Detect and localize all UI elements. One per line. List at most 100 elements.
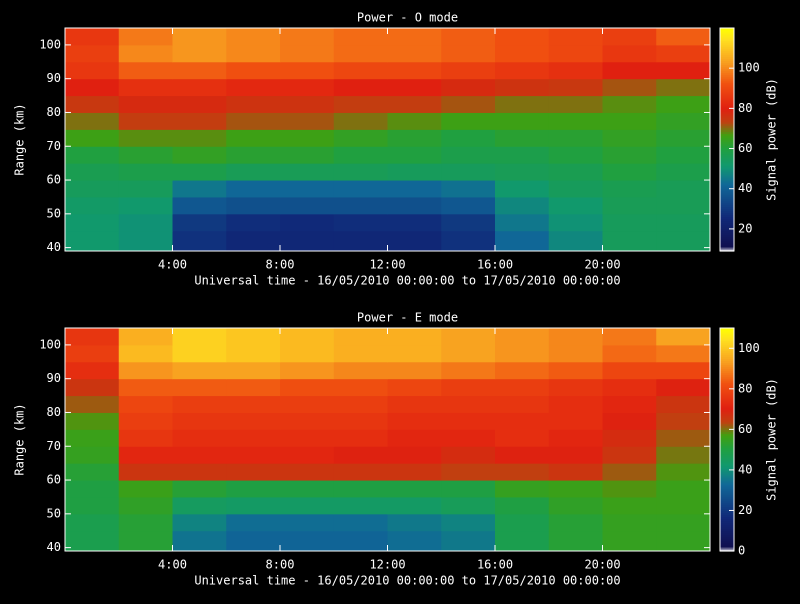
heatmap-cell bbox=[280, 44, 335, 63]
heatmap-cell bbox=[172, 95, 227, 113]
heatmap-cell bbox=[441, 412, 496, 430]
heatmap-cell bbox=[226, 28, 281, 46]
heatmap-cell bbox=[495, 213, 550, 232]
y-tick-label: 60 bbox=[47, 173, 61, 187]
colorbar-swatch bbox=[720, 473, 734, 477]
colorbar-tick-label: 100 bbox=[738, 61, 760, 75]
heatmap-cell bbox=[333, 213, 388, 232]
colorbar-swatch bbox=[720, 366, 734, 370]
heatmap-cell bbox=[441, 480, 496, 498]
colorbar-swatch bbox=[720, 372, 734, 376]
heatmap-cell bbox=[65, 412, 120, 430]
colorbar-swatch bbox=[720, 192, 734, 195]
colorbar-swatch bbox=[720, 407, 734, 410]
colorbar-swatch bbox=[720, 417, 734, 420]
heatmap-cell bbox=[226, 129, 281, 147]
colorbar-swatch bbox=[720, 362, 734, 366]
heatmap-cell bbox=[172, 328, 227, 346]
heatmap-cell bbox=[495, 429, 550, 447]
colorbar-swatch bbox=[720, 437, 734, 441]
heatmap-cell bbox=[172, 163, 227, 181]
heatmap-cell bbox=[172, 196, 227, 215]
colorbar-swatch bbox=[720, 82, 734, 86]
heatmap-cell bbox=[172, 361, 227, 380]
heatmap-cell bbox=[226, 180, 281, 198]
heatmap-cell bbox=[656, 463, 711, 481]
colorbar-swatch bbox=[720, 230, 734, 234]
heatmap-cell bbox=[656, 230, 711, 252]
heatmap-cell bbox=[548, 429, 603, 447]
colorbar-swatch bbox=[720, 68, 734, 72]
colorbar-swatch bbox=[720, 214, 734, 218]
heatmap-cell bbox=[441, 213, 496, 232]
heatmap-cell bbox=[441, 496, 496, 515]
heatmap-cell bbox=[333, 129, 388, 147]
heatmap-cell bbox=[656, 530, 711, 552]
heatmap-cell bbox=[226, 146, 281, 164]
colorbar-swatch bbox=[720, 344, 734, 347]
heatmap-cell bbox=[656, 180, 711, 198]
colorbar-swatch bbox=[720, 88, 734, 92]
heatmap-cell bbox=[65, 429, 120, 447]
colorbar-swatch bbox=[720, 137, 734, 141]
heatmap-cell bbox=[172, 513, 227, 532]
colorbar-swatch bbox=[720, 52, 734, 55]
colorbar-swatch bbox=[720, 388, 734, 392]
colorbar-swatch bbox=[720, 376, 734, 380]
colorbar-swatch bbox=[720, 175, 734, 179]
heatmap-cell bbox=[226, 361, 281, 380]
x-axis-label: Universal time - 16/05/2010 00:00:00 to … bbox=[194, 574, 620, 588]
heatmap-cell bbox=[118, 95, 173, 113]
colorbar-swatch bbox=[720, 54, 734, 57]
heatmap-cell bbox=[387, 146, 442, 164]
heatmap-cell bbox=[280, 513, 335, 532]
heatmap-cell bbox=[656, 61, 711, 80]
heatmap-cell bbox=[441, 395, 496, 413]
heatmap-cell bbox=[280, 344, 335, 363]
colorbar-swatch bbox=[720, 115, 734, 118]
heatmap-cell bbox=[387, 480, 442, 498]
heatmap-cell bbox=[387, 395, 442, 413]
colorbar-swatch bbox=[720, 224, 734, 228]
heatmap-cell bbox=[656, 480, 711, 498]
colorbar-swatch bbox=[720, 246, 734, 250]
y-tick-label: 90 bbox=[47, 371, 61, 385]
colorbar-swatch bbox=[720, 425, 734, 428]
colorbar-swatch bbox=[720, 40, 734, 43]
heatmap-cell bbox=[548, 196, 603, 215]
heatmap-cell bbox=[656, 513, 711, 532]
colorbar-swatch bbox=[720, 190, 734, 193]
heatmap-cell bbox=[548, 513, 603, 532]
colorbar-swatch bbox=[720, 510, 734, 514]
heatmap-cell bbox=[548, 28, 603, 46]
heatmap-cell bbox=[65, 180, 120, 198]
heatmap-cell bbox=[333, 44, 388, 63]
colorbar-tick-label: 20 bbox=[738, 221, 752, 235]
colorbar-swatch bbox=[720, 127, 734, 130]
y-axis-label: Range (km) bbox=[13, 403, 27, 475]
heatmap-cell bbox=[387, 496, 442, 515]
colorbar-swatch bbox=[720, 220, 734, 224]
heatmap-cell bbox=[172, 496, 227, 515]
heatmap-cell bbox=[118, 463, 173, 481]
heatmap-cell bbox=[602, 412, 657, 430]
colorbar-swatch bbox=[720, 354, 734, 357]
heatmap-cell bbox=[441, 146, 496, 164]
colorbar-label: Signal power (dB) bbox=[765, 78, 779, 201]
colorbar-tick-label: 20 bbox=[738, 503, 752, 517]
heatmap-cell bbox=[172, 78, 227, 97]
colorbar-swatch bbox=[720, 512, 734, 516]
colorbar-swatch bbox=[720, 498, 734, 501]
x-tick-label: 8:00 bbox=[266, 258, 295, 272]
heatmap-cell bbox=[280, 95, 335, 113]
heatmap-cell bbox=[118, 480, 173, 498]
colorbar-swatch bbox=[720, 548, 734, 552]
colorbar-swatch bbox=[720, 155, 734, 159]
heatmap-cell bbox=[387, 230, 442, 252]
x-tick-label: 8:00 bbox=[266, 558, 295, 572]
heatmap-cell bbox=[172, 429, 227, 447]
heatmap-cell bbox=[656, 112, 711, 130]
heatmap-cell bbox=[333, 28, 388, 46]
colorbar-swatch bbox=[720, 453, 734, 457]
colorbar-tick-label: 40 bbox=[738, 462, 752, 476]
